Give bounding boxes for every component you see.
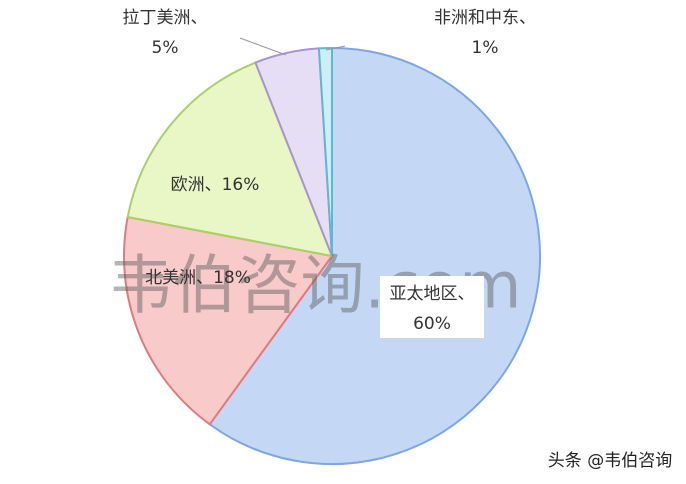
slice-value: 18% <box>213 268 251 288</box>
slice-value: 1% <box>472 38 499 58</box>
slice-name: 欧洲、 <box>171 175 222 195</box>
leader-line <box>325 45 346 51</box>
label-box <box>380 276 484 338</box>
source-watermark: 头条 @韦伯咨询 <box>548 451 672 471</box>
leader-line <box>239 37 287 56</box>
slice-value: 5% <box>152 38 179 58</box>
slice-name: 亚太地区、 <box>390 284 475 304</box>
pie-slice <box>317 46 333 257</box>
slice-name: 拉丁美洲、 <box>123 8 208 28</box>
slice-value: 60% <box>413 314 451 334</box>
slice-label: 北美洲、18% <box>145 268 251 288</box>
slice-name: 北美洲、 <box>145 268 213 288</box>
slice-value: 16% <box>222 175 260 195</box>
slice-label: 欧洲、16% <box>171 175 260 195</box>
pie-slice <box>126 61 334 258</box>
slice-name: 非洲和中东、 <box>434 8 536 28</box>
pie-slice <box>208 46 541 465</box>
pie-slice <box>123 215 334 426</box>
